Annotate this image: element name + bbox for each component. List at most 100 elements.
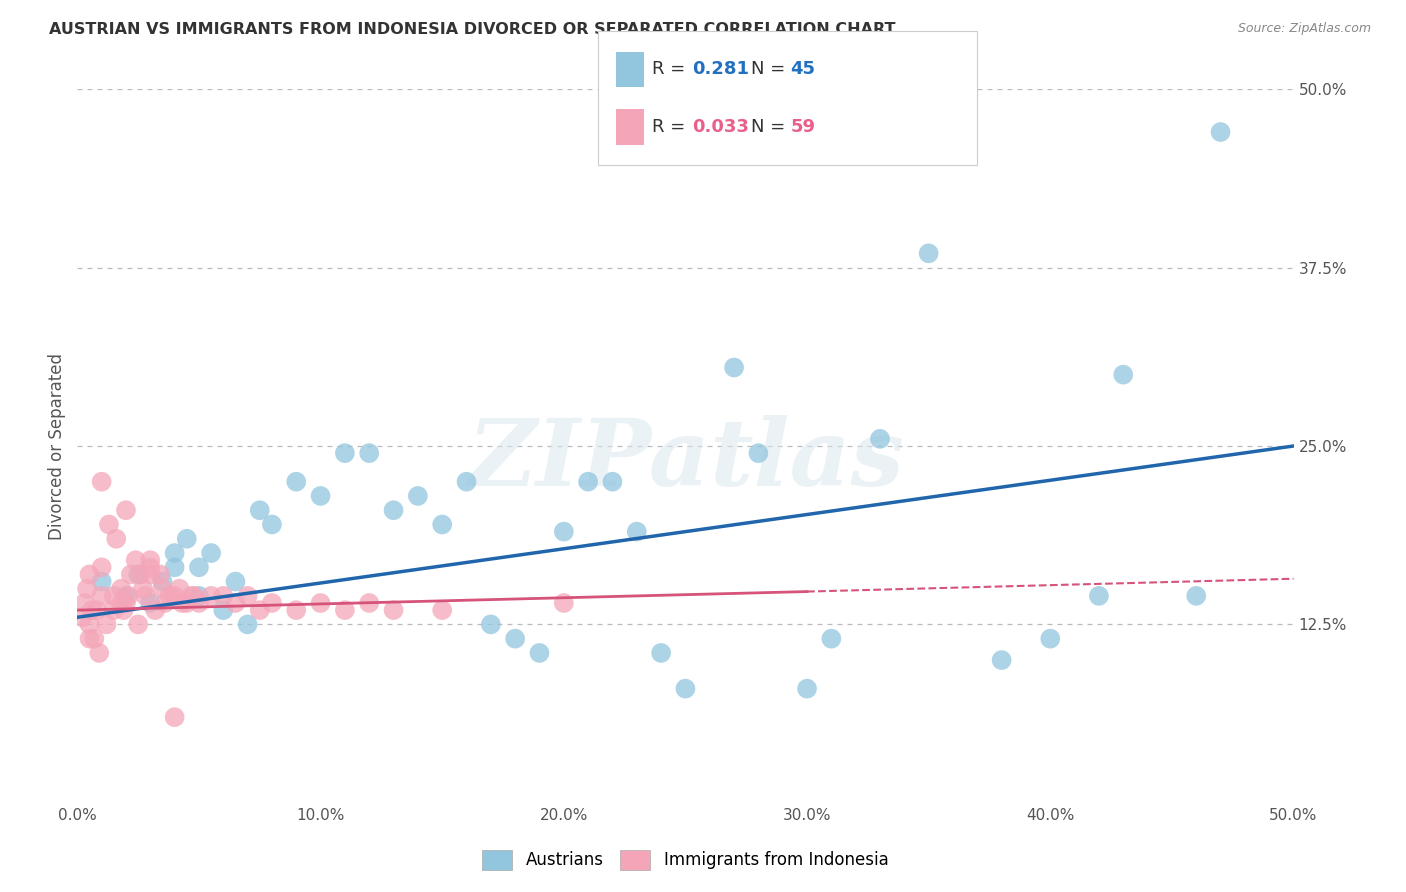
Point	[143, 603, 166, 617]
Point	[249, 503, 271, 517]
Point	[200, 589, 222, 603]
Point	[163, 546, 186, 560]
Point	[76, 582, 98, 596]
Point	[723, 360, 745, 375]
Point	[134, 589, 156, 603]
Point	[1088, 589, 1111, 603]
Point	[125, 553, 148, 567]
Point	[79, 567, 101, 582]
Point	[152, 574, 174, 589]
Point	[200, 546, 222, 560]
Point	[479, 617, 502, 632]
Point	[869, 432, 891, 446]
Text: N =: N =	[751, 60, 790, 78]
Point	[105, 532, 128, 546]
Point	[127, 617, 149, 632]
Point	[359, 596, 381, 610]
Text: R =: R =	[652, 118, 692, 136]
Point	[163, 710, 186, 724]
Text: N =: N =	[751, 118, 790, 136]
Point	[747, 446, 769, 460]
Point	[112, 603, 135, 617]
Point	[120, 567, 142, 582]
Point	[188, 596, 211, 610]
Point	[103, 603, 125, 617]
Point	[249, 603, 271, 617]
Point	[152, 582, 174, 596]
Point	[602, 475, 624, 489]
Point	[285, 603, 308, 617]
Point	[73, 596, 96, 610]
Point	[90, 560, 112, 574]
Text: R =: R =	[652, 60, 692, 78]
Point	[820, 632, 842, 646]
Point	[333, 603, 356, 617]
Point	[129, 567, 152, 582]
Point	[110, 582, 132, 596]
Point	[79, 632, 101, 646]
Point	[626, 524, 648, 539]
Point	[97, 517, 120, 532]
Point	[70, 610, 93, 624]
Point	[115, 503, 138, 517]
Point	[170, 596, 193, 610]
Point	[83, 632, 105, 646]
Point	[163, 560, 186, 574]
Point	[115, 589, 138, 603]
Point	[224, 596, 246, 610]
Point	[1039, 632, 1062, 646]
Point	[675, 681, 697, 696]
Text: ZIPatlas: ZIPatlas	[467, 416, 904, 505]
Point	[79, 617, 101, 632]
Point	[127, 567, 149, 582]
Point	[110, 596, 132, 610]
Point	[117, 589, 139, 603]
Point	[139, 553, 162, 567]
Point	[309, 596, 332, 610]
Point	[359, 446, 381, 460]
Point	[260, 596, 283, 610]
Point	[796, 681, 818, 696]
Point	[176, 596, 198, 610]
Point	[456, 475, 478, 489]
Point	[406, 489, 429, 503]
Point	[103, 589, 125, 603]
Point	[918, 246, 941, 260]
Point	[1112, 368, 1135, 382]
Point	[188, 589, 211, 603]
Point	[149, 567, 172, 582]
Point	[96, 617, 118, 632]
Point	[139, 596, 162, 610]
Point	[1185, 589, 1208, 603]
Point	[553, 524, 575, 539]
Point	[333, 446, 356, 460]
Point	[285, 475, 308, 489]
Point	[183, 589, 205, 603]
Y-axis label: Divorced or Separated: Divorced or Separated	[48, 352, 66, 540]
Point	[163, 589, 186, 603]
Point	[990, 653, 1012, 667]
Point	[382, 603, 405, 617]
Point	[382, 503, 405, 517]
Point	[115, 596, 138, 610]
Point	[432, 517, 454, 532]
Point	[153, 596, 176, 610]
Legend: Austrians, Immigrants from Indonesia: Austrians, Immigrants from Indonesia	[475, 843, 896, 877]
Point	[180, 589, 202, 603]
Point	[576, 475, 599, 489]
Text: 59: 59	[790, 118, 815, 136]
Point	[553, 596, 575, 610]
Point	[169, 582, 191, 596]
Point	[212, 589, 235, 603]
Text: 45: 45	[790, 60, 815, 78]
Text: 0.033: 0.033	[692, 118, 748, 136]
Point	[86, 603, 108, 617]
Point	[89, 646, 111, 660]
Point	[236, 617, 259, 632]
Point	[236, 589, 259, 603]
Point	[503, 632, 526, 646]
Point	[90, 574, 112, 589]
Point	[188, 560, 211, 574]
Point	[309, 489, 332, 503]
Point	[139, 567, 162, 582]
